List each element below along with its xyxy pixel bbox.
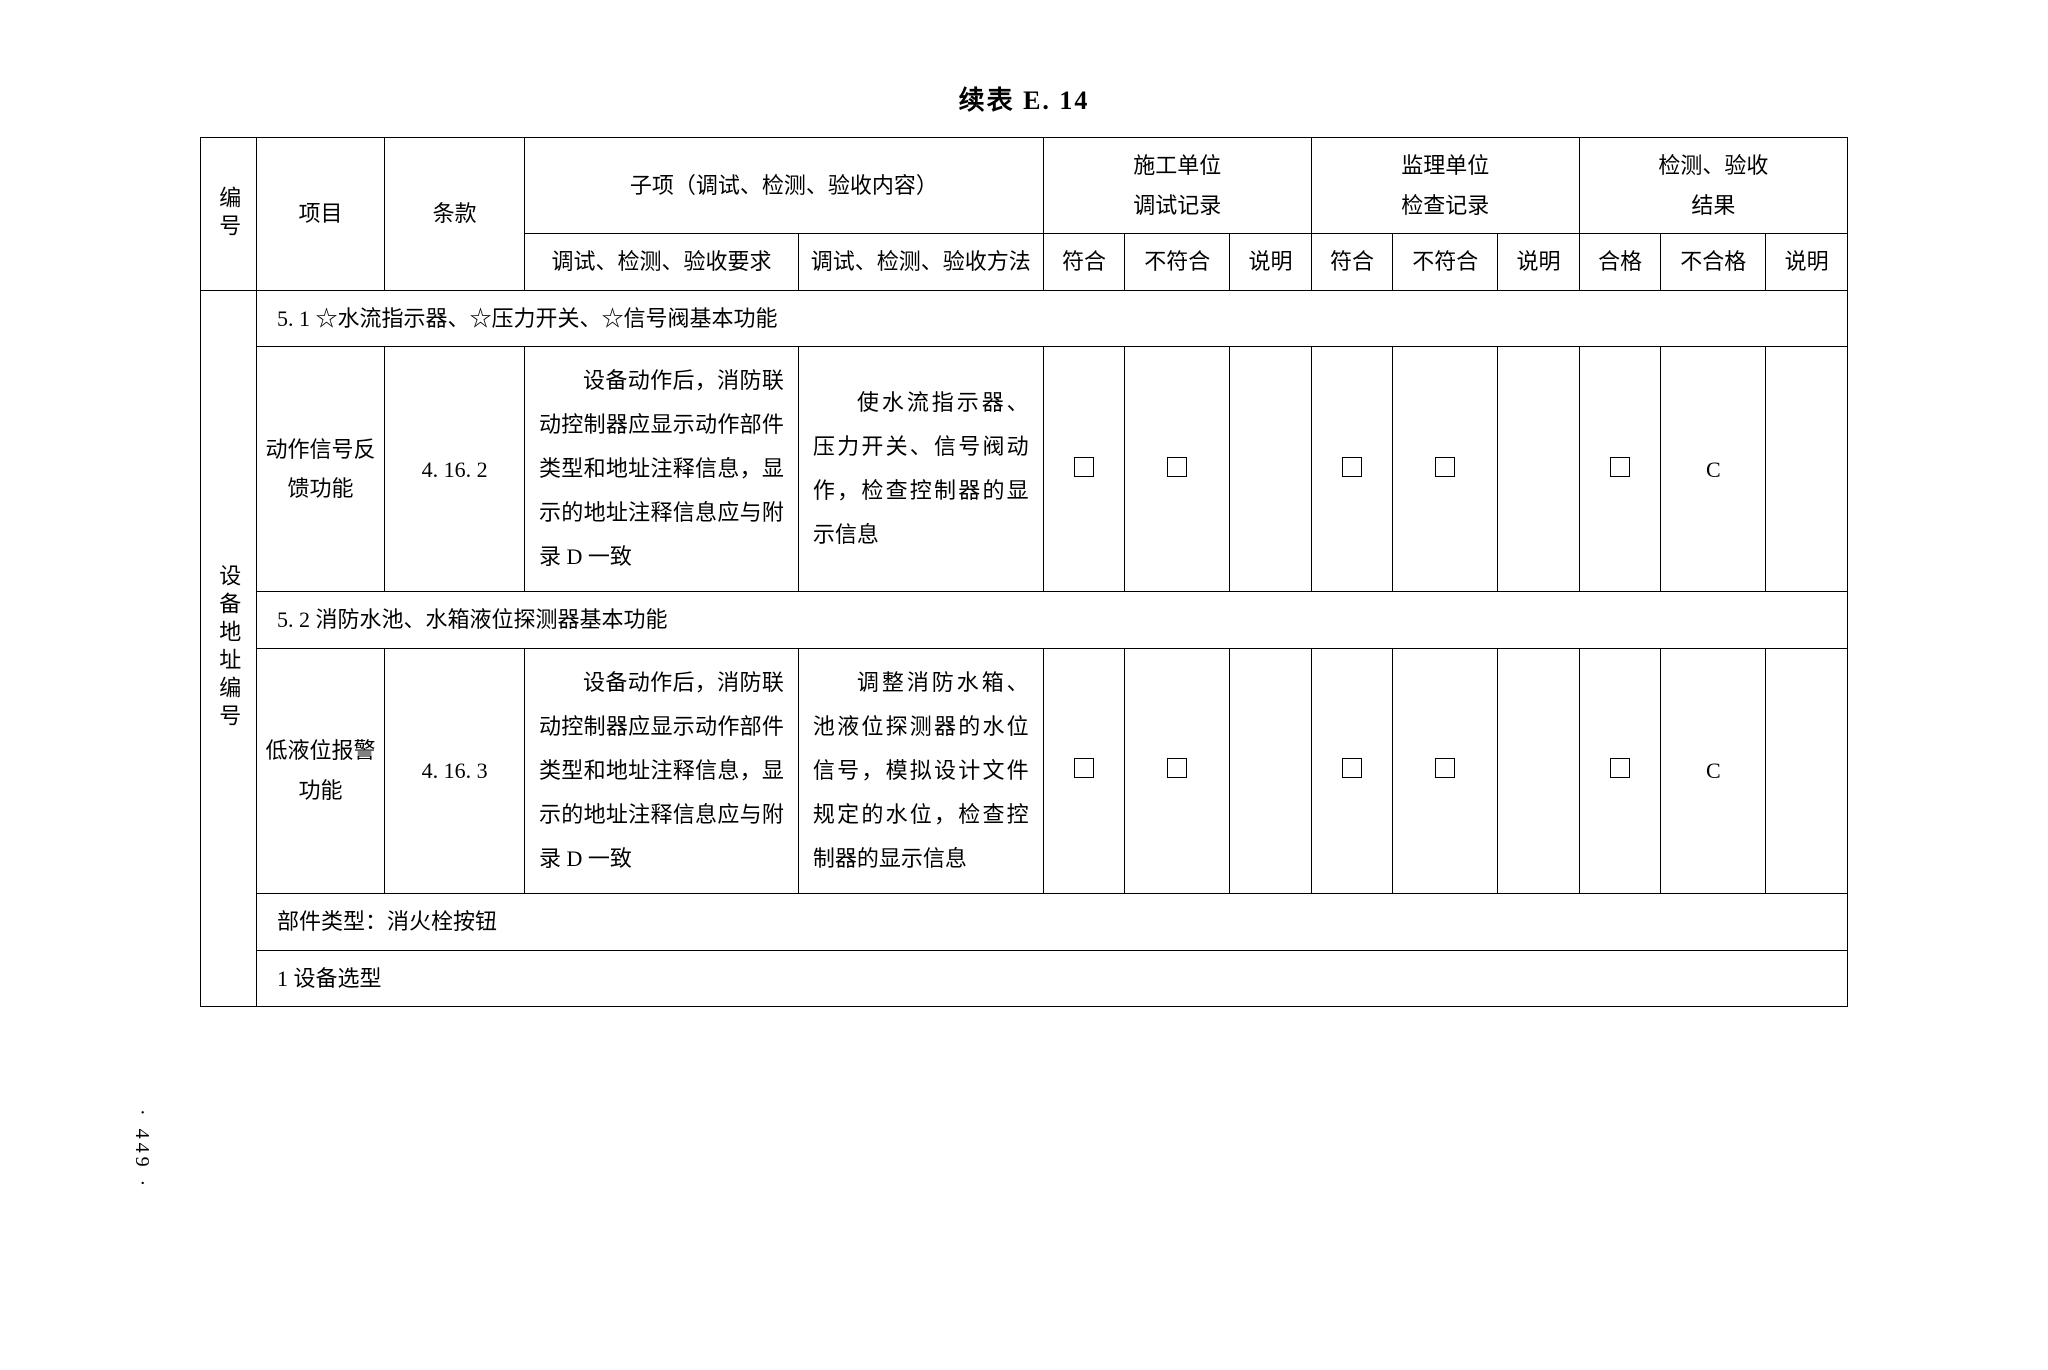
row1-c-pass[interactable] — [1043, 347, 1125, 592]
sub-unqualified: 不合格 — [1661, 234, 1766, 291]
checkbox-icon — [1342, 758, 1362, 778]
col-inspection: 检测、验收 结果 — [1579, 138, 1847, 234]
inspection-table: 编号 项目 条款 子项（调试、检测、验收内容） 施工单位 调试记录 监理单位 检… — [200, 137, 1848, 1007]
col-num: 编号 — [201, 138, 257, 291]
row2-i-qual[interactable] — [1579, 648, 1661, 893]
checkbox-icon — [1074, 457, 1094, 477]
sub-qualified: 合格 — [1579, 234, 1661, 291]
section-1-row: 1 设备选型 — [201, 950, 1848, 1007]
row2-requirement: 设备动作后，消防联动控制器应显示动作部件类型和地址注释信息，显示的地址注释信息应… — [525, 648, 799, 893]
section-1-title: 1 设备选型 — [256, 950, 1847, 1007]
row2-s-note — [1498, 648, 1580, 893]
row2-c-note — [1230, 648, 1312, 893]
checkbox-icon — [1610, 457, 1630, 477]
col-supervision: 监理单位 检查记录 — [1311, 138, 1579, 234]
col-project: 项目 — [256, 138, 384, 291]
col-subitem: 子项（调试、检测、验收内容） — [525, 138, 1044, 234]
row1-project: 动作信号反馈功能 — [256, 347, 384, 592]
section-5-1-row: 设备地址编号 5. 1 ☆水流指示器、☆压力开关、☆信号阀基本功能 — [201, 290, 1848, 347]
row2-s-fail[interactable] — [1393, 648, 1498, 893]
table-row: 动作信号反馈功能 4. 16. 2 设备动作后，消防联动控制器应显示动作部件类型… — [201, 347, 1848, 592]
checkbox-icon — [1435, 758, 1455, 778]
checkbox-icon — [1167, 457, 1187, 477]
row1-i-qual[interactable] — [1579, 347, 1661, 592]
vertical-label: 设备地址编号 — [201, 290, 257, 1006]
col-sub-method: 调试、检测、验收方法 — [798, 234, 1043, 291]
row1-s-pass[interactable] — [1311, 347, 1393, 592]
checkbox-icon — [1074, 758, 1094, 778]
row2-c-pass[interactable] — [1043, 648, 1125, 893]
component-type-row: 部件类型：消火栓按钮 — [201, 893, 1848, 950]
row2-method: 调整消防水箱、池液位探测器的水位信号，模拟设计文件规定的水位，检查控制器的显示信… — [798, 648, 1043, 893]
page-number: · 449 · — [130, 1109, 153, 1190]
row1-method: 使水流指示器、压力开关、信号阀动作，检查控制器的显示信息 — [798, 347, 1043, 592]
sub-pass-2: 符合 — [1311, 234, 1393, 291]
row1-i-unqual: C — [1661, 347, 1766, 592]
row1-s-note — [1498, 347, 1580, 592]
row1-requirement: 设备动作后，消防联动控制器应显示动作部件类型和地址注释信息，显示的地址注释信息应… — [525, 347, 799, 592]
row1-c-fail[interactable] — [1125, 347, 1230, 592]
checkbox-icon — [1435, 457, 1455, 477]
sub-note-1: 说明 — [1230, 234, 1312, 291]
row2-s-pass[interactable] — [1311, 648, 1393, 893]
header-row-1: 编号 项目 条款 子项（调试、检测、验收内容） 施工单位 调试记录 监理单位 检… — [201, 138, 1848, 234]
sub-pass-1: 符合 — [1043, 234, 1125, 291]
row1-s-fail[interactable] — [1393, 347, 1498, 592]
row1-c-note — [1230, 347, 1312, 592]
table-row: 低液位报警功能 4. 16. 3 设备动作后，消防联动控制器应显示动作部件类型和… — [201, 648, 1848, 893]
row2-project: 低液位报警功能 — [256, 648, 384, 893]
row1-clause: 4. 16. 2 — [385, 347, 525, 592]
section-5-1-title: 5. 1 ☆水流指示器、☆压力开关、☆信号阀基本功能 — [256, 290, 1847, 347]
col-clause: 条款 — [385, 138, 525, 291]
sub-fail-1: 不符合 — [1125, 234, 1230, 291]
row2-i-unqual: C — [1661, 648, 1766, 893]
checkbox-icon — [1610, 758, 1630, 778]
checkbox-icon — [1342, 457, 1362, 477]
table-title: 续表 E. 14 — [200, 80, 1848, 117]
section-5-2-title: 5. 2 消防水池、水箱液位探测器基本功能 — [256, 592, 1847, 649]
checkbox-icon — [1167, 758, 1187, 778]
sub-fail-2: 不符合 — [1393, 234, 1498, 291]
component-type: 部件类型：消火栓按钮 — [256, 893, 1847, 950]
section-5-2-row: 5. 2 消防水池、水箱液位探测器基本功能 — [201, 592, 1848, 649]
sub-note-3: 说明 — [1766, 234, 1848, 291]
sub-note-2: 说明 — [1498, 234, 1580, 291]
row1-i-note — [1766, 347, 1848, 592]
row2-clause: 4. 16. 3 — [385, 648, 525, 893]
col-sub-req: 调试、检测、验收要求 — [525, 234, 799, 291]
col-construction: 施工单位 调试记录 — [1043, 138, 1311, 234]
row2-c-fail[interactable] — [1125, 648, 1230, 893]
row2-i-note — [1766, 648, 1848, 893]
